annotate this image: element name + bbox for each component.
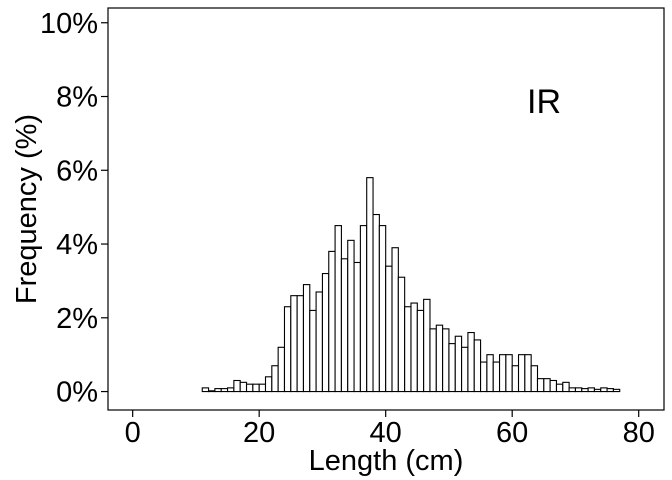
histogram-bar [296, 295, 305, 393]
histogram-bar [359, 225, 368, 393]
y-tick-label: 4% [56, 229, 98, 261]
x-axis-ticks: 0 20 40 60 80 [125, 410, 655, 449]
y-axis-title: Frequency (%) [11, 114, 43, 304]
histogram-bar [214, 388, 222, 393]
histogram-bar [397, 276, 406, 393]
histogram-bar [264, 376, 273, 393]
histogram-bar [385, 265, 393, 393]
histogram-bar [315, 291, 323, 393]
histogram-bar [593, 388, 602, 393]
histogram-bar [498, 354, 507, 393]
histogram-bar [220, 388, 229, 393]
histogram-bar [543, 378, 551, 393]
y-tick-label: 8% [56, 82, 98, 114]
histogram-bar [277, 346, 286, 393]
y-tick-label: 0% [56, 377, 98, 409]
histogram-bar [612, 388, 621, 393]
histogram-bar [505, 354, 513, 393]
histogram-bar [486, 354, 494, 393]
histogram-bar [442, 328, 450, 393]
panel-annotation: IR [527, 83, 561, 121]
x-axis-title: Length (cm) [309, 445, 464, 477]
x-tick-label: 0 [125, 417, 141, 449]
y-tick-label: 6% [56, 155, 98, 187]
histogram-bar [271, 365, 279, 393]
histogram-bar [574, 387, 583, 393]
x-tick-label: 60 [496, 417, 528, 449]
histogram-bar [454, 335, 463, 393]
y-tick-label: 10% [40, 8, 98, 40]
histogram-bar [391, 247, 399, 393]
histogram-bar [252, 383, 260, 393]
histogram-bar [302, 284, 311, 393]
histogram-bar [309, 309, 317, 393]
histogram-bar [410, 302, 418, 393]
histogram-bar [448, 343, 456, 393]
y-tick-label: 2% [56, 303, 98, 335]
histogram-bar [555, 383, 564, 393]
histogram-bar [423, 298, 431, 393]
histogram-bar [208, 390, 216, 393]
histogram-bar [562, 381, 570, 393]
histogram-bar [290, 295, 298, 393]
histogram-bar [258, 383, 267, 393]
histogram-bar [473, 339, 482, 393]
histogram-bar [239, 381, 248, 393]
histogram-bar [480, 361, 488, 393]
y-axis-ticks: 0% 2% 4% 6% 8% 10% [40, 8, 108, 409]
histogram-bar [536, 378, 545, 393]
histogram-bar [321, 272, 330, 393]
histogram-bar [492, 361, 501, 393]
histogram-bar [581, 388, 589, 393]
histogram-bar [429, 328, 437, 393]
histogram-bar [334, 225, 342, 393]
histogram-bar [568, 387, 576, 393]
histogram-bar [416, 309, 425, 393]
histogram-bar [353, 261, 361, 393]
histogram-bar [606, 388, 614, 393]
histogram-bar [467, 331, 475, 393]
histogram-bar [201, 387, 210, 393]
histogram-bar [435, 324, 444, 393]
histogram-bar [587, 387, 595, 393]
histogram-bar [340, 258, 349, 393]
histogram-bar [524, 354, 532, 393]
histogram-bar [404, 306, 412, 393]
histogram-bar [372, 213, 380, 393]
histogram-bar [283, 306, 292, 393]
histogram-bar [227, 387, 235, 393]
x-tick-label: 20 [243, 417, 275, 449]
histogram-bar [233, 379, 241, 393]
x-tick-label: 40 [370, 417, 402, 449]
histogram-bar [378, 225, 387, 393]
histogram-bar [328, 250, 336, 393]
histogram-bar [549, 379, 558, 393]
histogram-bar [245, 383, 254, 393]
x-tick-label: 80 [623, 417, 655, 449]
histogram-bar [347, 239, 355, 393]
histogram-bar [517, 354, 526, 393]
histogram-bars [201, 177, 621, 393]
histogram-bar [600, 387, 608, 393]
histogram-bar [511, 365, 520, 393]
histogram-bar [530, 365, 539, 393]
histogram-bar [366, 177, 374, 393]
histogram-bar [461, 346, 469, 393]
